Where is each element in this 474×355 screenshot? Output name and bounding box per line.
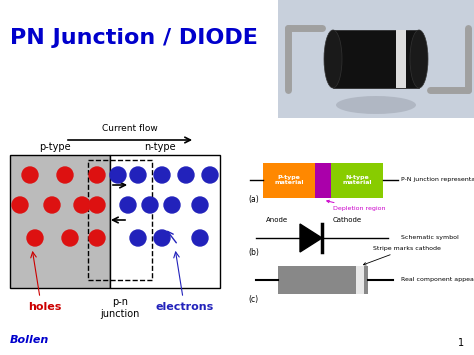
Text: N-type
material: N-type material bbox=[342, 175, 372, 185]
Circle shape bbox=[142, 197, 158, 213]
Circle shape bbox=[192, 197, 208, 213]
Circle shape bbox=[22, 167, 38, 183]
Bar bbox=[396, 30, 406, 88]
Ellipse shape bbox=[324, 30, 342, 88]
Text: holes: holes bbox=[28, 302, 62, 312]
Text: (a): (a) bbox=[248, 195, 259, 204]
Text: Stripe marks cathode: Stripe marks cathode bbox=[364, 246, 441, 265]
Text: Cathode: Cathode bbox=[333, 217, 362, 223]
Bar bbox=[263, 163, 315, 198]
Text: (b): (b) bbox=[248, 248, 259, 257]
Bar bbox=[110, 155, 220, 288]
Bar bbox=[333, 30, 419, 88]
Text: Real component appearance: Real component appearance bbox=[401, 278, 474, 283]
Text: p-type: p-type bbox=[39, 142, 71, 152]
Circle shape bbox=[164, 197, 180, 213]
Circle shape bbox=[130, 167, 146, 183]
Text: Schematic symbol: Schematic symbol bbox=[401, 235, 459, 240]
Circle shape bbox=[202, 167, 218, 183]
Bar bbox=[88, 160, 152, 280]
Text: 1: 1 bbox=[458, 338, 464, 348]
Bar bbox=[331, 163, 383, 198]
Circle shape bbox=[130, 230, 146, 246]
Text: P-N junction representation: P-N junction representation bbox=[401, 178, 474, 182]
Circle shape bbox=[120, 197, 136, 213]
Text: Anode: Anode bbox=[266, 217, 288, 223]
Circle shape bbox=[178, 167, 194, 183]
Circle shape bbox=[62, 230, 78, 246]
Circle shape bbox=[110, 167, 126, 183]
Text: PN Junction / DIODE: PN Junction / DIODE bbox=[10, 28, 258, 48]
Text: n-type: n-type bbox=[144, 142, 176, 152]
Circle shape bbox=[12, 197, 28, 213]
Text: Bollen: Bollen bbox=[10, 335, 49, 345]
Ellipse shape bbox=[336, 96, 416, 114]
Circle shape bbox=[74, 197, 90, 213]
Bar bbox=[10, 155, 110, 288]
Text: Current flow: Current flow bbox=[102, 124, 158, 133]
Text: (c): (c) bbox=[248, 295, 258, 304]
Bar bbox=[356, 266, 364, 294]
Text: Depletion region: Depletion region bbox=[327, 200, 385, 211]
Ellipse shape bbox=[410, 30, 428, 88]
Circle shape bbox=[44, 197, 60, 213]
Circle shape bbox=[89, 230, 105, 246]
Circle shape bbox=[27, 230, 43, 246]
Circle shape bbox=[57, 167, 73, 183]
Text: electrons: electrons bbox=[156, 302, 214, 312]
Text: P-type
material: P-type material bbox=[274, 175, 304, 185]
Circle shape bbox=[192, 230, 208, 246]
Circle shape bbox=[154, 230, 170, 246]
Circle shape bbox=[89, 167, 105, 183]
Text: p-n
junction: p-n junction bbox=[100, 297, 140, 318]
Circle shape bbox=[154, 167, 170, 183]
Bar bbox=[278, 266, 368, 294]
Circle shape bbox=[89, 197, 105, 213]
Polygon shape bbox=[300, 224, 322, 252]
Bar bbox=[315, 163, 331, 198]
